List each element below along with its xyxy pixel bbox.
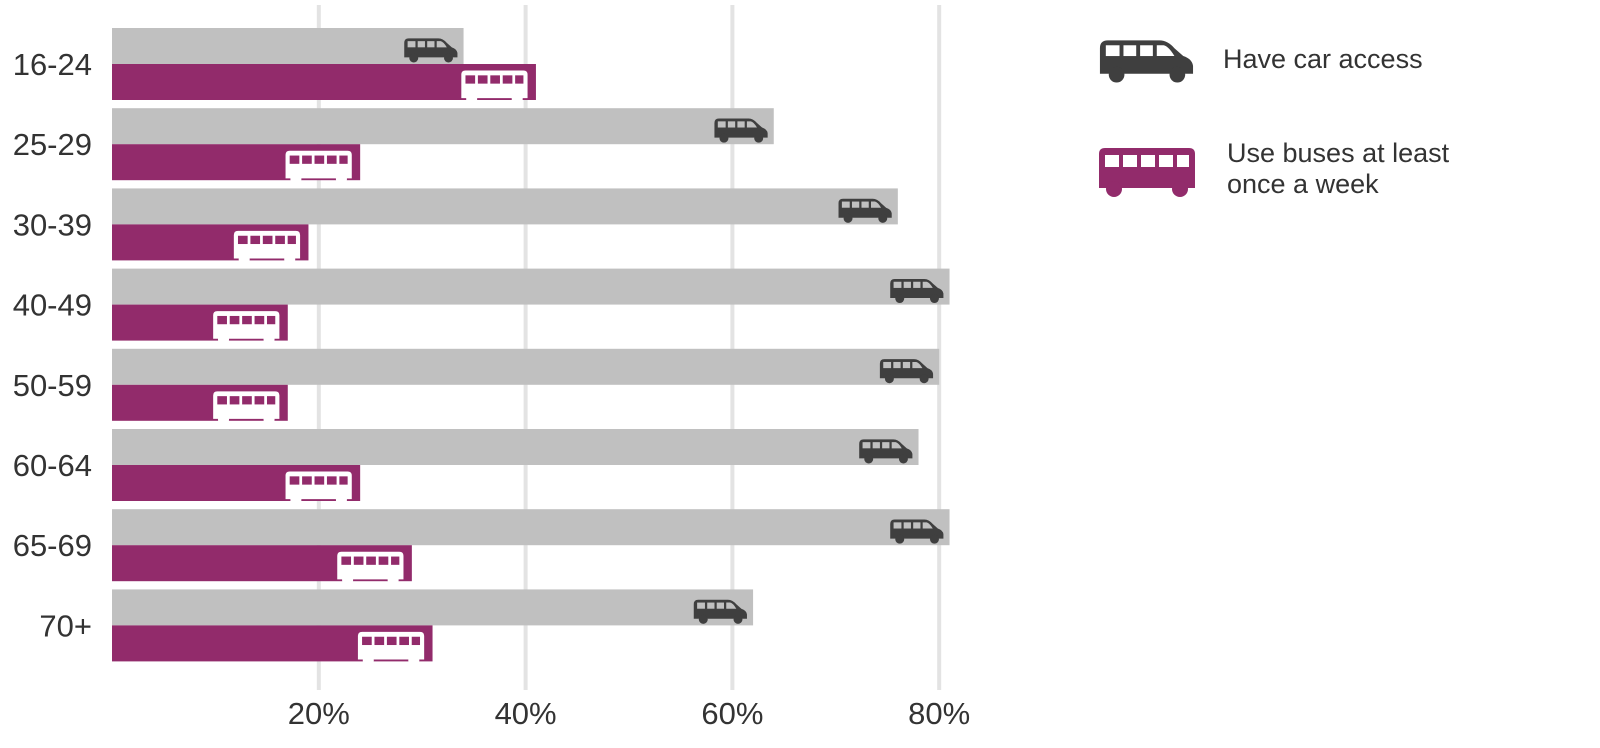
bar-car-30-39 <box>112 188 898 225</box>
bar-car-70+ <box>112 589 754 626</box>
bus-icon <box>461 70 528 105</box>
bus-icon <box>1099 148 1195 197</box>
category-label: 25-29 <box>13 127 92 162</box>
legend-label-car: Have car access <box>1223 43 1423 74</box>
car-icon <box>693 599 747 624</box>
bar-car-40-49 <box>112 268 950 305</box>
legend-label-bus-line1: Use buses at least <box>1227 138 1450 168</box>
bars <box>112 28 950 666</box>
x-tick-labels: 20% 40% 60% 80% <box>288 696 970 731</box>
category-label: 40-49 <box>13 288 92 323</box>
category-labels: 16-24 25-29 30-39 40-49 50-59 60-64 65-69 70+ <box>13 47 92 643</box>
bar-car-65-69 <box>112 509 950 546</box>
bus-icon <box>285 150 352 185</box>
gridlines <box>316 5 942 690</box>
bar-car-60-64 <box>112 429 919 465</box>
category-label: 60-64 <box>13 448 92 483</box>
car-icon <box>859 439 913 464</box>
legend-label-bus: Use buses at least once a week <box>1227 138 1449 200</box>
bus-icon <box>337 551 404 586</box>
x-tick-label: 20% <box>288 696 350 731</box>
category-label: 70+ <box>39 608 92 643</box>
bus-icon <box>233 230 301 265</box>
bus-icon <box>213 391 280 426</box>
car-icon <box>838 198 892 223</box>
car-icon <box>714 118 768 143</box>
car-icon <box>890 519 944 544</box>
car-icon <box>890 278 944 304</box>
x-tick-label: 60% <box>701 696 763 731</box>
car-icon <box>879 359 934 384</box>
x-tick-label: 40% <box>495 696 557 731</box>
legend-item-car: Have car access <box>1097 34 1423 84</box>
bus-icon <box>285 471 352 506</box>
bar-car-50-59 <box>112 348 940 385</box>
category-label: 50-59 <box>13 368 92 403</box>
legend-item-bus: Use buses at least once a week <box>1097 138 1449 200</box>
bar-car-25-29 <box>112 108 774 145</box>
x-tick-label: 80% <box>908 696 970 731</box>
legend-label-bus-line2: once a week <box>1227 169 1379 199</box>
bus-icon <box>213 311 280 345</box>
category-label: 30-39 <box>13 207 92 242</box>
category-label: 65-69 <box>13 528 92 563</box>
car-icon <box>404 38 458 63</box>
category-label: 16-24 <box>13 47 92 82</box>
car-icon <box>1099 40 1194 83</box>
bus-icon <box>357 631 425 666</box>
